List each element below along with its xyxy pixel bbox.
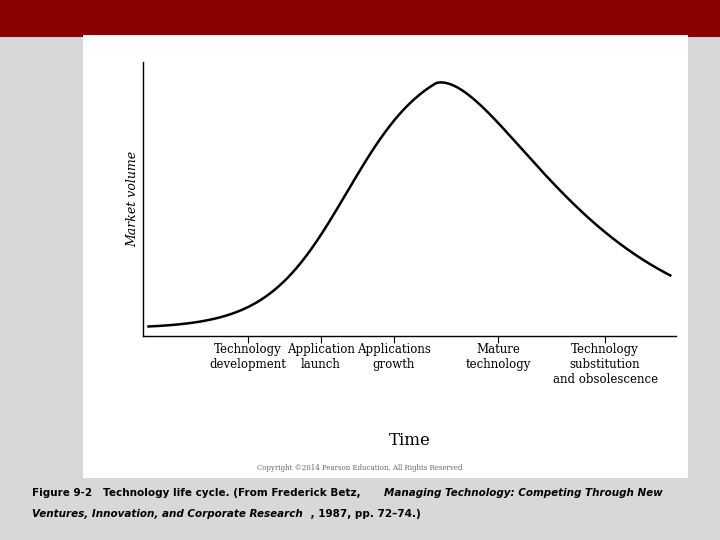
Text: Copyright ©2014 Pearson Education, All Rights Reserved: Copyright ©2014 Pearson Education, All R… xyxy=(257,464,463,472)
Text: Figure 9-2   Technology life cycle. (From Frederick Betz,: Figure 9-2 Technology life cycle. (From … xyxy=(32,488,364,498)
Text: Technology
development: Technology development xyxy=(210,343,286,370)
Y-axis label: Market volume: Market volume xyxy=(126,151,139,247)
Text: Time: Time xyxy=(389,432,431,449)
Text: Application
launch: Application launch xyxy=(287,343,355,370)
Text: , 1987, pp. 72–74.): , 1987, pp. 72–74.) xyxy=(307,509,421,519)
Text: Technology
substitution
and obsolescence: Technology substitution and obsolescence xyxy=(552,343,657,386)
Text: Mature
technology: Mature technology xyxy=(465,343,531,370)
Text: Ventures, Innovation, and Corporate Research: Ventures, Innovation, and Corporate Rese… xyxy=(32,509,303,519)
Text: Applications
growth: Applications growth xyxy=(357,343,431,370)
Text: Managing Technology: Competing Through New: Managing Technology: Competing Through N… xyxy=(384,488,662,498)
